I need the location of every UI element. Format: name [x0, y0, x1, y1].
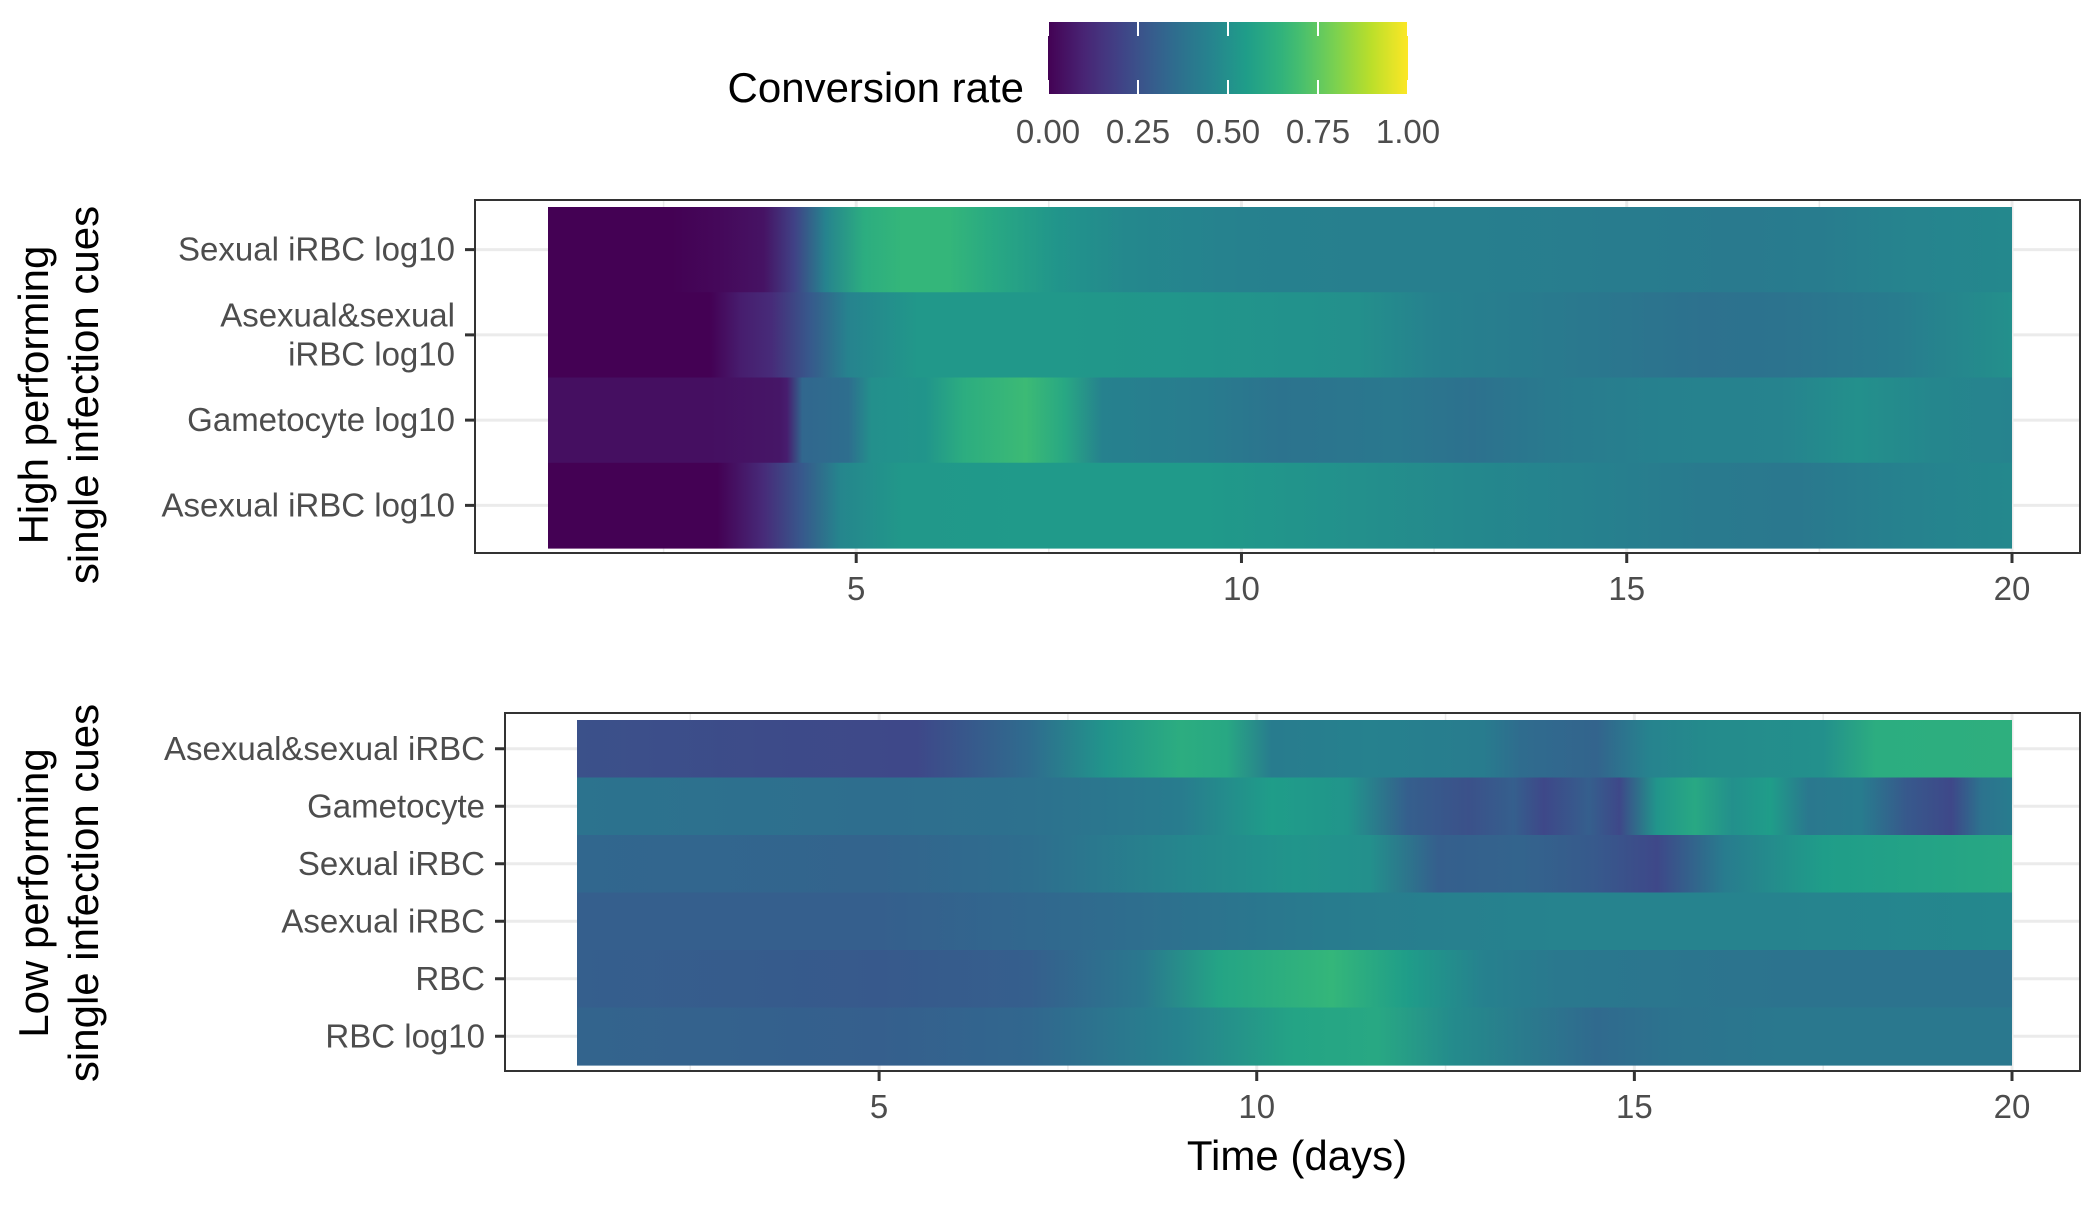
legend-tick-label: 0.00 — [1016, 113, 1080, 150]
heatmap-row-strip — [577, 1007, 2012, 1066]
x-tick-label: 5 — [847, 570, 865, 607]
heatmap-row-strip — [577, 720, 2012, 779]
y-tick-label: Sexual iRBC log10 — [178, 231, 455, 268]
heatmap-row-strip — [577, 950, 2012, 1009]
x-tick-label: 10 — [1238, 1088, 1275, 1125]
panel-y-axis-title: single infection cues — [60, 206, 107, 584]
legend-tick-label: 1.00 — [1376, 113, 1440, 150]
heatmap-row-strip — [548, 292, 2012, 379]
y-tick-label: RBC log10 — [325, 1017, 485, 1054]
x-tick-label: 5 — [870, 1088, 888, 1125]
heatmap-row-strip — [577, 892, 2012, 951]
panel-y-axis-title: single infection cues — [60, 704, 107, 1082]
legend-tick-label: 0.50 — [1196, 113, 1260, 150]
legend-title: Conversion rate — [728, 64, 1024, 111]
x-tick-label: 10 — [1223, 570, 1260, 607]
heatmap-row-strip — [577, 777, 2012, 836]
heatmap-row-strip — [577, 835, 2012, 894]
y-tick-label: Gametocyte log10 — [187, 401, 455, 438]
legend-tick-label: 0.75 — [1286, 113, 1350, 150]
y-tick-label: RBC — [415, 960, 485, 997]
y-tick-label: Asexual&sexual iRBC — [164, 730, 485, 767]
heatmap-panel: Asexual&sexual iRBC Gametocyte Sexual iRBC… — [10, 704, 2081, 1125]
y-tick-label: Asexual&sexual — [220, 296, 455, 333]
heatmap-row-strip — [548, 377, 2012, 464]
y-tick-label: Asexual iRBC log10 — [162, 486, 456, 523]
y-tick-label: iRBC log10 — [288, 335, 455, 372]
panel-y-axis-title: Low performing — [10, 748, 57, 1037]
heatmap-row-strip — [548, 462, 2012, 549]
heatmap-row-strip — [548, 207, 2012, 293]
panel-border — [504, 712, 2081, 1072]
panel-y-axis-title: High performing — [10, 246, 57, 545]
x-axis-title: Time (days) — [1187, 1132, 1407, 1179]
y-tick-label: Asexual iRBC — [281, 902, 485, 939]
legend-tick-label: 0.25 — [1106, 113, 1170, 150]
x-tick-label: 15 — [1608, 570, 1645, 607]
x-tick-label: 20 — [1994, 570, 2031, 607]
panel-border — [474, 199, 2081, 554]
y-tick-label: Sexual iRBC — [298, 845, 485, 882]
x-tick-label: 15 — [1616, 1088, 1653, 1125]
y-tick-label: Gametocyte — [307, 787, 485, 824]
x-tick-label: 20 — [1994, 1088, 2031, 1125]
